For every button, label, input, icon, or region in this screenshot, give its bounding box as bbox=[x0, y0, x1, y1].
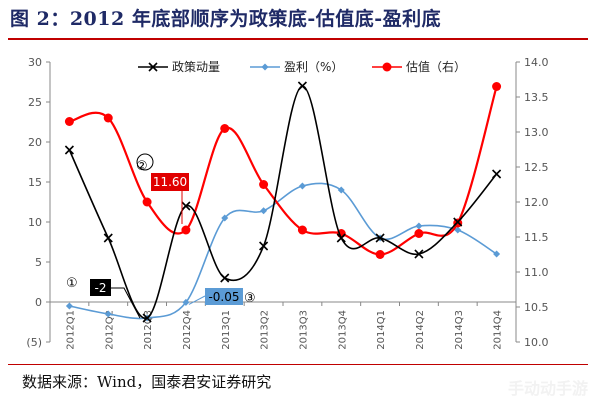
y-left-tick-label: 15 bbox=[28, 176, 42, 189]
chart-title: 图 2：2012 年底部顺序为政策底-估值底-盈利底 bbox=[10, 8, 442, 30]
legend-label: 政策动量 bbox=[172, 60, 220, 74]
y-right-tick-label: 10.0 bbox=[524, 336, 549, 349]
title-divider bbox=[8, 38, 588, 40]
profit-point bbox=[260, 207, 268, 215]
policy-point bbox=[142, 313, 152, 323]
x-tick-label: 2012Q3 bbox=[143, 310, 154, 350]
series-line-0 bbox=[68, 85, 498, 319]
y-left-tick-label: 20 bbox=[28, 136, 42, 149]
profit-point bbox=[182, 298, 190, 306]
profit-point bbox=[493, 250, 501, 258]
profit-point bbox=[454, 226, 462, 234]
annotation-3-box bbox=[205, 288, 243, 305]
x-tick-label: 2013Q1 bbox=[221, 310, 232, 350]
policy-point bbox=[375, 233, 385, 243]
valuation-point bbox=[259, 180, 269, 189]
annotation-3-leader bbox=[188, 295, 206, 305]
annotation-2-box bbox=[151, 173, 189, 191]
x-tick-label: 2012Q2 bbox=[104, 310, 115, 350]
series-line-2 bbox=[69, 86, 498, 256]
y-right-tick-label: 10.5 bbox=[524, 301, 549, 314]
profit-point bbox=[415, 222, 423, 230]
legend-label: 盈利（%） bbox=[284, 60, 343, 74]
y-right-tick-label: 14.0 bbox=[524, 56, 549, 69]
policy-point bbox=[492, 169, 502, 179]
x-tick-label: 2013Q3 bbox=[298, 310, 309, 350]
x-tick-label: 2014Q2 bbox=[415, 310, 426, 350]
x-tick-label: 2012Q1 bbox=[65, 310, 76, 350]
policy-point bbox=[336, 233, 346, 243]
valuation-point bbox=[492, 82, 502, 91]
profit-point bbox=[298, 182, 306, 190]
y-right-tick-label: 11.0 bbox=[524, 266, 549, 279]
valuation-point bbox=[375, 250, 385, 259]
valuation-point bbox=[220, 124, 230, 133]
profit-point bbox=[65, 302, 73, 310]
y-left-tick-label: (5) bbox=[26, 336, 42, 349]
policy-point bbox=[453, 217, 463, 227]
valuation-point bbox=[414, 229, 424, 238]
annotation-3-marker: ③ bbox=[244, 291, 256, 306]
valuation-point bbox=[297, 225, 307, 235]
y-left-tick-label: 0 bbox=[35, 296, 42, 309]
annotation-1-marker: ① bbox=[66, 276, 78, 291]
x-tick-label: 2014Q4 bbox=[493, 310, 504, 350]
profit-point bbox=[337, 186, 345, 194]
y-right-tick-label: 13.0 bbox=[524, 126, 549, 139]
annotation-1-label: -2 bbox=[95, 281, 107, 295]
policy-point bbox=[414, 249, 424, 259]
valuation-point bbox=[64, 117, 74, 126]
policy-point bbox=[220, 273, 230, 283]
watermark: 手动动手游 bbox=[507, 379, 588, 398]
data-source: 数据来源：Wind，国泰君安证券研究 bbox=[22, 373, 272, 391]
legend-marker bbox=[261, 63, 269, 71]
policy-point bbox=[181, 201, 191, 211]
y-left-tick-label: 25 bbox=[28, 96, 42, 109]
series-line-1 bbox=[69, 182, 498, 320]
y-right-tick-label: 11.5 bbox=[524, 231, 549, 244]
annotation-1-box bbox=[90, 279, 111, 296]
x-tick-label: 2014Q3 bbox=[454, 310, 465, 350]
y-left-tick-label: 10 bbox=[28, 216, 42, 229]
y-left-tick-label: 30 bbox=[28, 56, 42, 69]
policy-point bbox=[103, 233, 113, 243]
annotation-2-circle bbox=[136, 153, 154, 171]
valuation-point bbox=[142, 197, 152, 207]
profit-point bbox=[221, 214, 229, 222]
x-tick-label: 2013Q2 bbox=[260, 310, 271, 350]
annotation-1-leader bbox=[111, 287, 141, 319]
y-right-tick-label: 12.5 bbox=[524, 161, 549, 174]
x-tick-label: 2012Q4 bbox=[182, 310, 193, 350]
x-tick-label: 2014Q1 bbox=[376, 310, 387, 350]
annotation-2-marker: ② bbox=[136, 159, 148, 174]
annotation-2-label: 11.60 bbox=[153, 175, 187, 189]
footer-divider bbox=[8, 364, 588, 365]
valuation-point bbox=[103, 113, 113, 123]
y-right-tick-label: 12.0 bbox=[524, 196, 549, 209]
policy-point bbox=[297, 81, 307, 91]
y-right-tick-label: 13.5 bbox=[524, 91, 549, 104]
legend-label: 估值（右） bbox=[406, 59, 466, 74]
annotation-3-label: -0.05 bbox=[208, 290, 239, 304]
y-left-tick-label: 5 bbox=[35, 256, 42, 269]
legend-marker bbox=[382, 62, 392, 72]
valuation-point bbox=[181, 225, 191, 235]
legend-marker bbox=[148, 62, 158, 72]
policy-point bbox=[64, 145, 74, 155]
x-tick-label: 2013Q4 bbox=[337, 310, 348, 350]
profit-point bbox=[104, 310, 112, 318]
policy-point bbox=[259, 241, 269, 251]
